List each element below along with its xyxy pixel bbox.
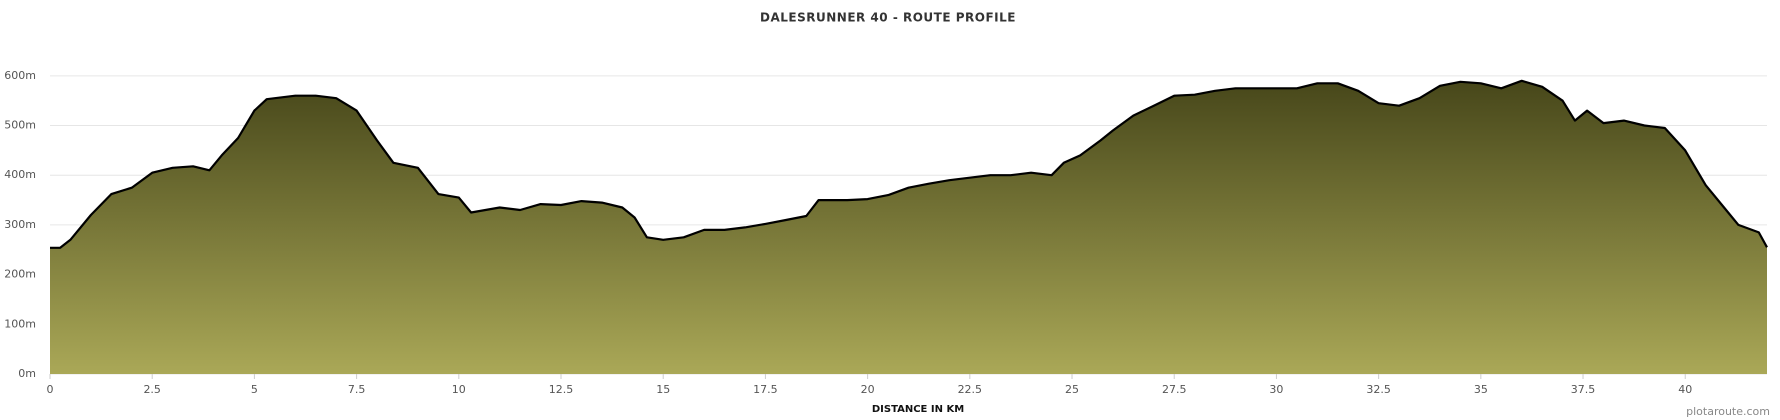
x-tick-label: 12.5: [549, 383, 574, 396]
x-tick-label: 0: [47, 383, 54, 396]
x-tick-label: 15: [656, 383, 670, 396]
profile-line: [50, 79, 1768, 249]
y-tick-label: 0m: [18, 367, 36, 380]
chart-title: DALESRUNNER 40 - ROUTE PROFILE: [760, 11, 1016, 25]
y-tick-label: 600m: [4, 69, 36, 82]
x-tick-label: 25: [1065, 383, 1079, 396]
x-tick-label: 35: [1474, 383, 1488, 396]
x-tick-label: 10: [452, 383, 466, 396]
x-tick-label: 37.5: [1571, 383, 1596, 396]
x-tick-label: 40: [1678, 383, 1692, 396]
x-tick-label: 32.5: [1366, 383, 1391, 396]
x-tick-label: 5: [251, 383, 258, 396]
y-tick-label: 400m: [4, 168, 36, 181]
x-tick-label: 22.5: [958, 383, 983, 396]
x-tick-label: 27.5: [1162, 383, 1187, 396]
y-tick-label: 300m: [4, 218, 36, 231]
x-axis-title: DISTANCE IN KM: [872, 404, 964, 415]
x-tick-label: 2.5: [143, 383, 161, 396]
x-tick-label: 7.5: [348, 383, 366, 396]
area: [50, 80, 1767, 375]
y-tick-label: 200m: [4, 268, 36, 281]
credit: plotaroute.com: [1686, 405, 1770, 418]
y-tick-label: 500m: [4, 119, 36, 132]
y-tick-label: 100m: [4, 317, 36, 330]
x-tick-label: 30: [1269, 383, 1283, 396]
x-tick-label: 17.5: [753, 383, 778, 396]
x-tick-label: 20: [861, 383, 875, 396]
